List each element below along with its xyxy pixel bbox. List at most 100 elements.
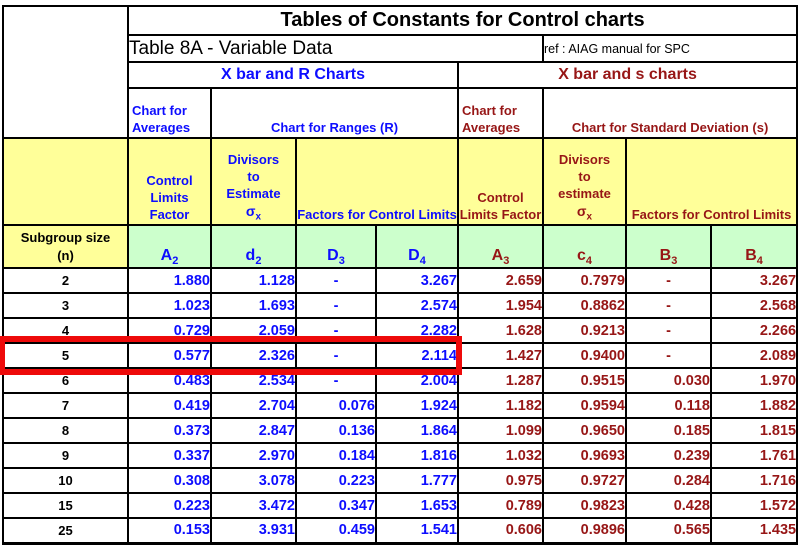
cell-n: 8 [2, 417, 129, 444]
section-header-row: X bar and R Charts X bar and s charts [3, 61, 799, 89]
chart-type-row: Chart for Averages Chart for Ranges (R) … [3, 87, 799, 139]
table-row: 4 0.729 2.059 - 2.282 1.628 0.9213 - 2.2… [2, 317, 799, 344]
header-control-limits-s: Control Limits Factor [457, 137, 544, 226]
cell-B3: - [625, 292, 712, 319]
header-chart-averages-s: Chart for Averages [457, 87, 544, 139]
constants-table: Tables of Constants for Control charts T… [2, 5, 799, 545]
subgroup-header-spacer [2, 137, 129, 226]
cell-A3: 1.032 [457, 442, 544, 469]
cell-c4: 0.9650 [542, 417, 627, 444]
table-row: 2 1.880 1.128 - 3.267 2.659 0.7979 - 3.2… [2, 267, 799, 294]
cell-d2: 3.931 [210, 517, 297, 545]
table-row: 6 0.483 2.534 - 2.004 1.287 0.9515 0.030… [2, 367, 799, 394]
table-row: 9 0.337 2.970 0.184 1.816 1.032 0.9693 0… [2, 442, 799, 469]
col-header-D4: D4 [375, 224, 459, 269]
cell-B3: 0.030 [625, 367, 712, 394]
cell-A3: 1.182 [457, 392, 544, 419]
col-letter-sub: 2 [172, 255, 179, 267]
cell-B4: 3.267 [709, 267, 799, 294]
cell-B4: 1.815 [709, 417, 799, 444]
cell-B3: - [625, 267, 712, 294]
cell-d2: 2.534 [210, 367, 297, 394]
col-header-B3: B3 [625, 224, 712, 269]
cell-D3: 0.184 [295, 442, 377, 469]
col-letter: B [745, 246, 757, 264]
cell-D3: - [295, 342, 377, 369]
cell-B4: 1.970 [709, 367, 799, 394]
cell-A3: 1.628 [457, 317, 544, 344]
cell-D3: 0.136 [295, 417, 377, 444]
cell-D3: - [295, 317, 377, 344]
cell-n: 15 [2, 492, 129, 519]
subgroup-label-line1: Subgroup size [20, 229, 111, 245]
cell-B4: 1.435 [709, 517, 799, 545]
divisors-line: Estimate [226, 185, 281, 201]
cell-d2: 1.693 [210, 292, 297, 319]
table-row: 3 1.023 1.693 - 2.574 1.954 0.8862 - 2.5… [2, 292, 799, 319]
divisors-line: to [578, 168, 591, 184]
col-header-d2: d2 [210, 224, 297, 269]
cell-n: 25 [2, 517, 129, 545]
cell-A2: 1.023 [127, 292, 212, 319]
cell-D4: 1.924 [375, 392, 459, 419]
cell-d2: 1.128 [210, 267, 297, 294]
divisors-line: to [247, 168, 260, 184]
cell-n: 5 [2, 342, 129, 369]
cell-B3: - [625, 342, 712, 369]
cell-D4: 2.004 [375, 367, 459, 394]
subtitle-row: Table 8A - Variable Data ref : AIAG manu… [3, 34, 799, 63]
cell-c4: 0.9594 [542, 392, 627, 419]
cell-D4: 2.574 [375, 292, 459, 319]
col-letter-sub: 4 [585, 255, 593, 267]
cell-B4: 2.568 [709, 292, 799, 319]
cell-B3: 0.239 [625, 442, 712, 469]
col-letter: c [576, 246, 586, 264]
cell-A3: 1.427 [457, 342, 544, 369]
section-xbar-s: X bar and s charts [456, 61, 799, 89]
cell-A2: 0.577 [127, 342, 212, 369]
reference-note: ref : AIAG manual for SPC [541, 34, 799, 63]
table-row: 7 0.419 2.704 0.076 1.924 1.182 0.9594 0… [2, 392, 799, 419]
cell-d2: 3.078 [210, 467, 297, 494]
table-row: 15 0.223 3.472 0.347 1.653 0.789 0.9823 … [2, 492, 799, 519]
header-chart-averages-r: Chart for Averages [127, 87, 212, 139]
cell-n: 2 [2, 267, 129, 294]
col-letter-sub: 2 [255, 255, 262, 267]
cell-D4: 2.114 [375, 342, 459, 369]
top-left-spacer [2, 5, 129, 139]
cell-B3: - [625, 317, 712, 344]
table-row-highlighted: 5 0.577 2.326 - 2.114 1.427 0.9400 - 2.0… [2, 342, 799, 369]
header-control-limits-r: Control Limits Factor [127, 137, 212, 226]
section-xbar-r: X bar and R Charts [127, 61, 459, 89]
cell-n: 7 [2, 392, 129, 419]
col-header-D3: D3 [295, 224, 377, 269]
cell-D4: 1.864 [375, 417, 459, 444]
header-factors-r: Factors for Control Limits [295, 137, 459, 226]
cell-A3: 1.954 [457, 292, 544, 319]
cell-c4: 0.9515 [542, 367, 627, 394]
cell-A2: 0.373 [127, 417, 212, 444]
table-row: 25 0.153 3.931 0.459 1.541 0.606 0.9896 … [2, 517, 799, 545]
cell-B4: 1.882 [709, 392, 799, 419]
cell-d2: 2.970 [210, 442, 297, 469]
col-header-A3: A3 [457, 224, 544, 269]
cell-B3: 0.118 [625, 392, 712, 419]
sigma-x-symbol: σx [576, 203, 593, 223]
col-letter: A [491, 246, 504, 264]
cell-A3: 0.606 [457, 517, 544, 545]
cell-D4: 3.267 [375, 267, 459, 294]
cell-D4: 1.653 [375, 492, 459, 519]
cell-D4: 1.777 [375, 467, 459, 494]
col-letter-sub: 4 [419, 255, 426, 267]
page-title: Tables of Constants for Control charts [126, 5, 799, 36]
cell-c4: 0.9693 [542, 442, 627, 469]
cell-A3: 2.659 [457, 267, 544, 294]
col-header-A2: A2 [127, 224, 212, 269]
col-letter: D [408, 246, 420, 264]
cell-B3: 0.428 [625, 492, 712, 519]
header-chart-ranges: Chart for Ranges (R) [210, 87, 459, 139]
cell-d2: 2.704 [210, 392, 297, 419]
cell-d2: 2.059 [210, 317, 297, 344]
col-letter: B [659, 246, 672, 264]
cell-A2: 0.223 [127, 492, 212, 519]
